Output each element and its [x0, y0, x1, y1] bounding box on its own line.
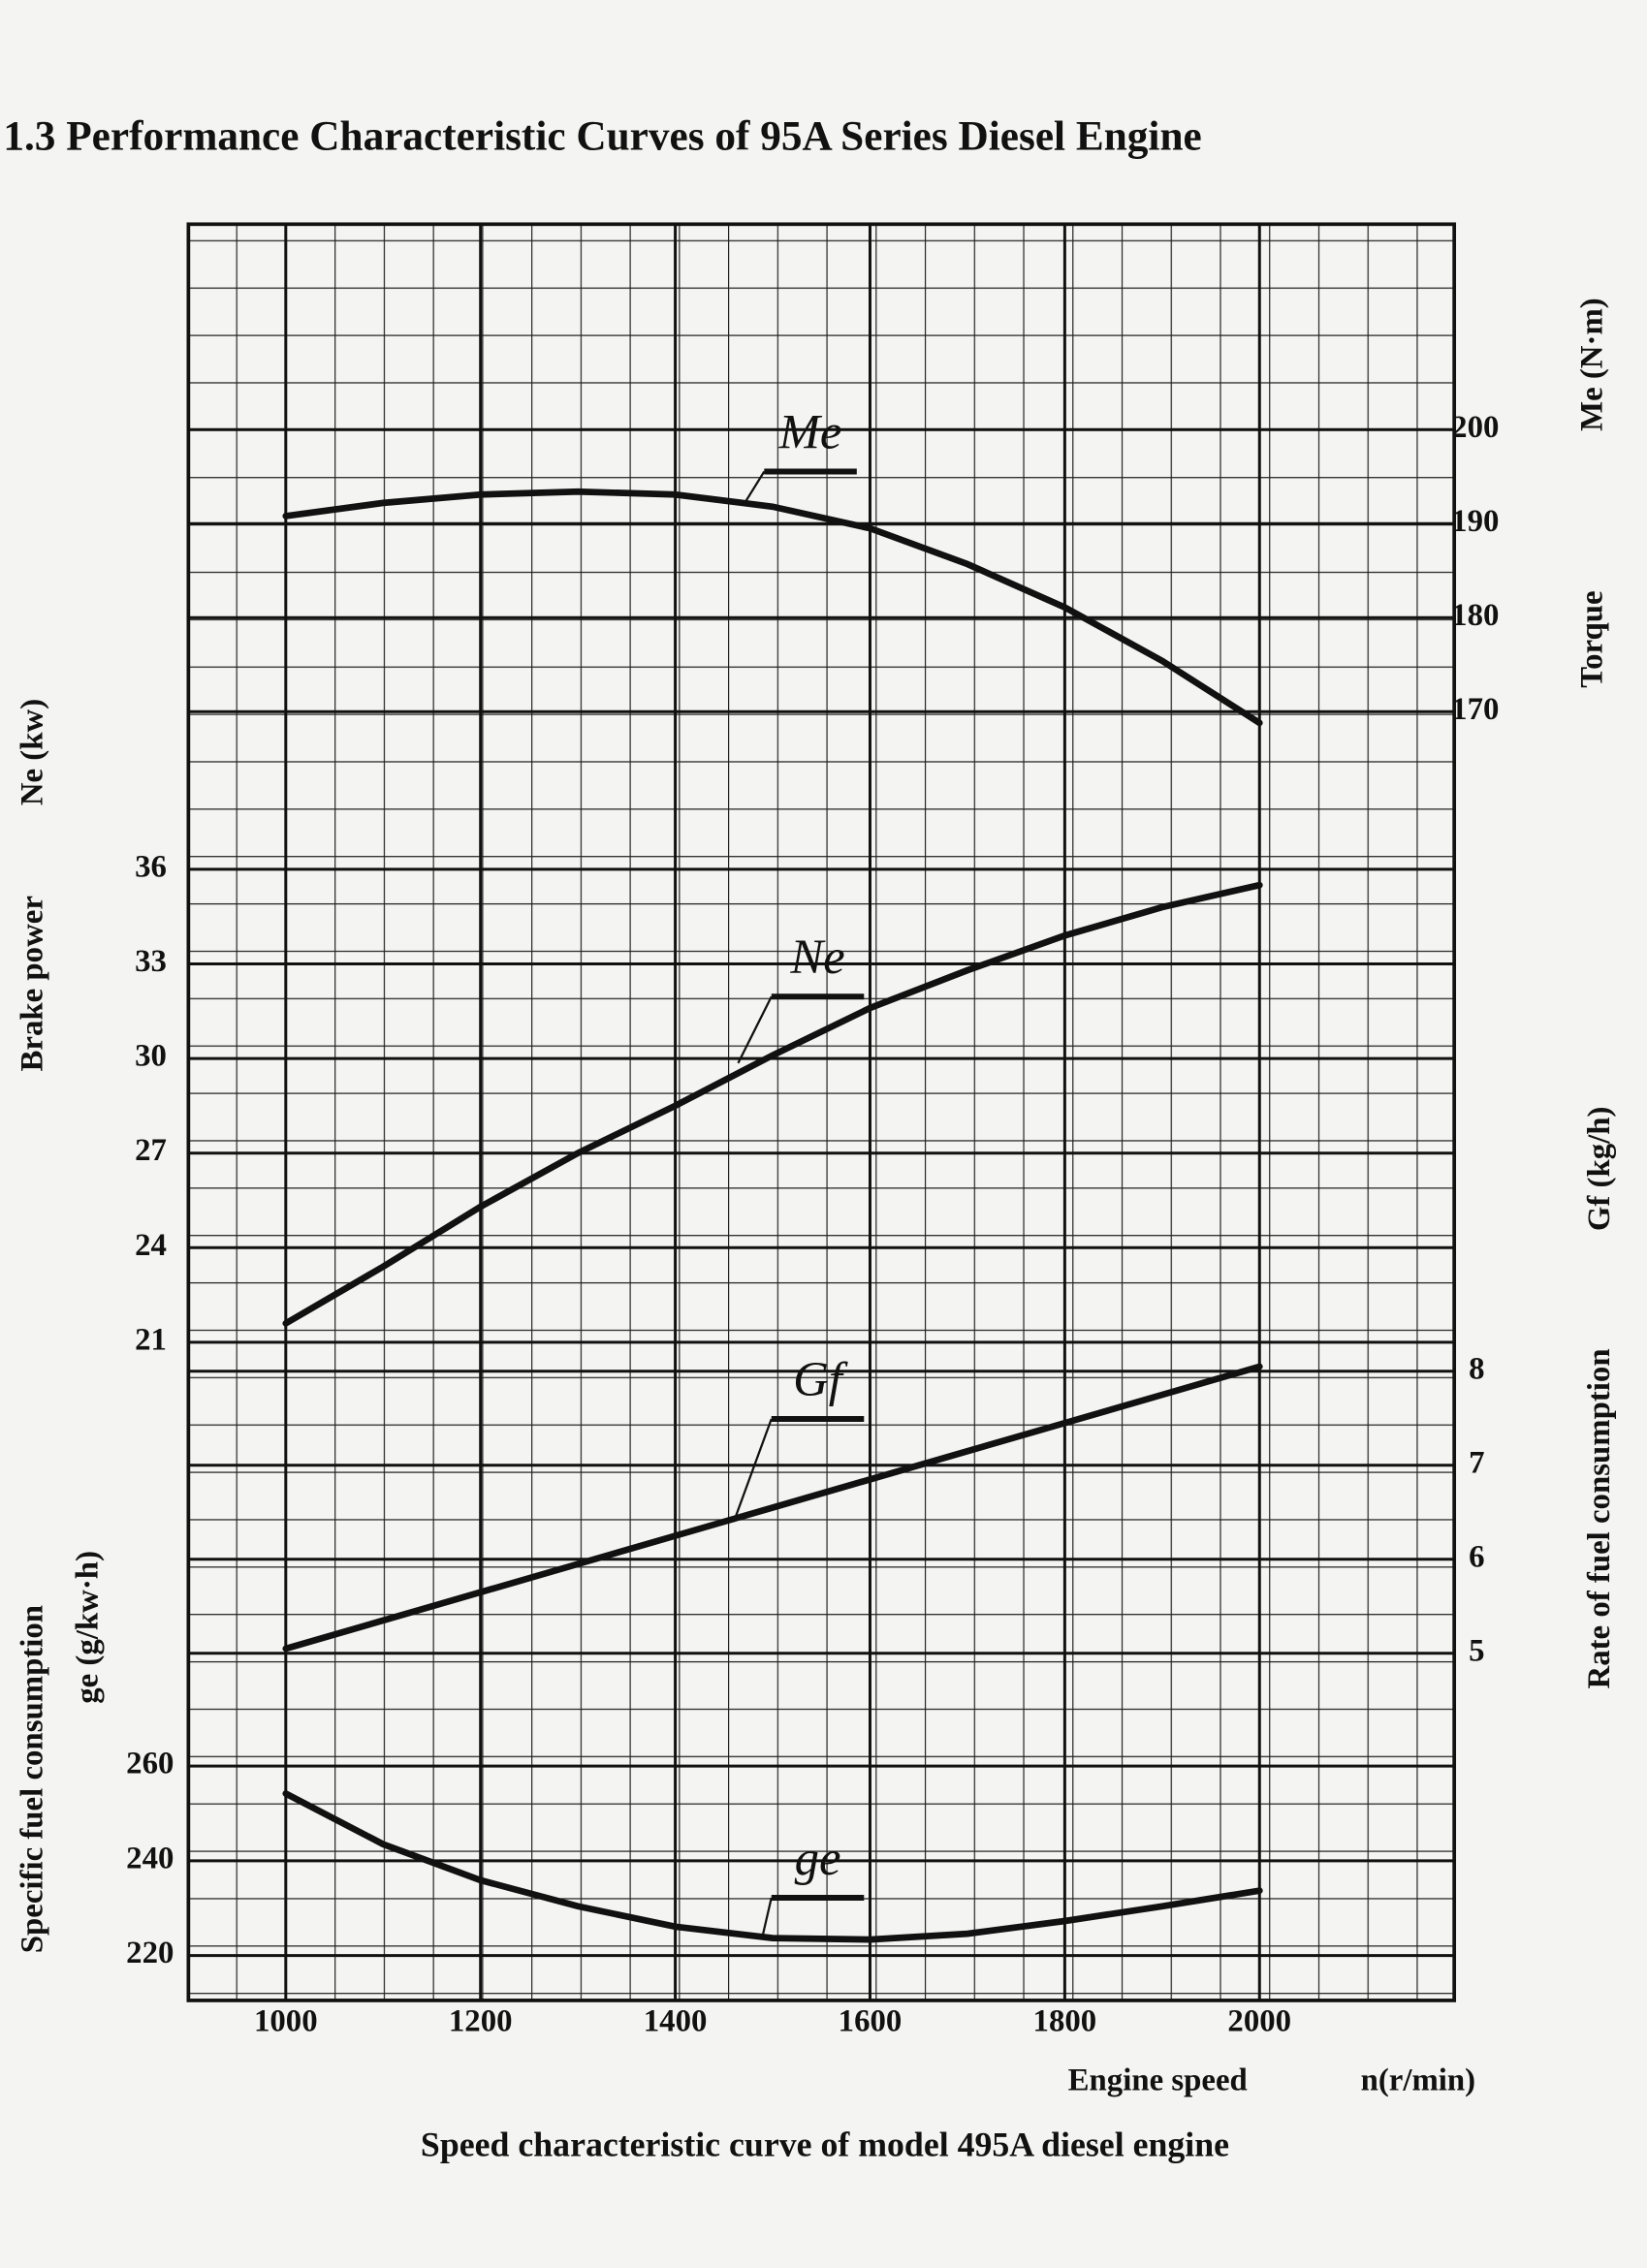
grid [188, 224, 1455, 2000]
chart-caption: Speed characteristic curve of model 495A… [421, 2125, 1229, 2163]
y-tick-label: 5 [1469, 1633, 1484, 1668]
y-axis-label: Torque [1574, 590, 1609, 687]
label-leader [744, 470, 766, 503]
y-axis-unit: ge (g/kw·h) [70, 1551, 105, 1704]
x-axis-label: Engine speed [1068, 2063, 1248, 2098]
series-line [282, 488, 1263, 727]
plot-frame [186, 222, 1457, 2002]
x-tick-label: 1600 [839, 2003, 903, 2038]
y-tick-label: 190 [1451, 504, 1499, 539]
y-tick-label: 220 [126, 1936, 174, 1970]
series-label: Gf [793, 1352, 848, 1406]
series-label: Me [778, 404, 842, 458]
series-line [282, 1790, 1263, 1943]
y-axis-unit: Me (N·m) [1574, 298, 1609, 431]
series-label: Ne [789, 929, 844, 984]
y-axis-unit: Ne (kw) [16, 699, 50, 805]
x-tick-label: 1800 [1033, 2003, 1097, 2038]
y-axis-label: Rate of fuel consumption [1582, 1348, 1617, 1688]
series-label: ge [795, 1831, 841, 1885]
chart-title: 1.3 Performance Characteristic Curves of… [3, 113, 1201, 160]
y-tick-label: 8 [1469, 1351, 1484, 1386]
x-tick-label: 1400 [644, 2003, 708, 2038]
y-axis-label: Brake power [16, 896, 50, 1071]
y-tick-label: 260 [126, 1747, 174, 1781]
series-line [282, 1363, 1263, 1653]
x-tick-label: 1200 [449, 2003, 513, 2038]
y-tick-label: 240 [126, 1841, 174, 1875]
y-tick-label: 180 [1451, 598, 1499, 633]
y-axis-unit: Gf (kg/h) [1582, 1107, 1617, 1232]
y-tick-label: 7 [1469, 1445, 1484, 1480]
y-tick-label: 30 [135, 1039, 167, 1074]
y-tick-label: 6 [1469, 1539, 1484, 1574]
x-axis-unit: n(r/min) [1361, 2063, 1476, 2098]
label-leader [732, 1418, 773, 1523]
x-tick-label: 2000 [1227, 2003, 1291, 2038]
label-leader [761, 1897, 773, 1937]
y-tick-label: 200 [1451, 410, 1499, 445]
y-tick-label: 27 [135, 1133, 167, 1168]
x-tick-label: 1000 [254, 2003, 318, 2038]
y-tick-label: 36 [135, 849, 167, 884]
y-tick-label: 33 [135, 944, 167, 979]
y-tick-label: 21 [135, 1322, 167, 1357]
label-leader [737, 995, 773, 1064]
series-line [282, 881, 1263, 1327]
y-axis-label: Specific fuel consumption [16, 1605, 50, 1953]
y-tick-label: 170 [1451, 692, 1499, 727]
y-tick-label: 24 [135, 1228, 167, 1263]
